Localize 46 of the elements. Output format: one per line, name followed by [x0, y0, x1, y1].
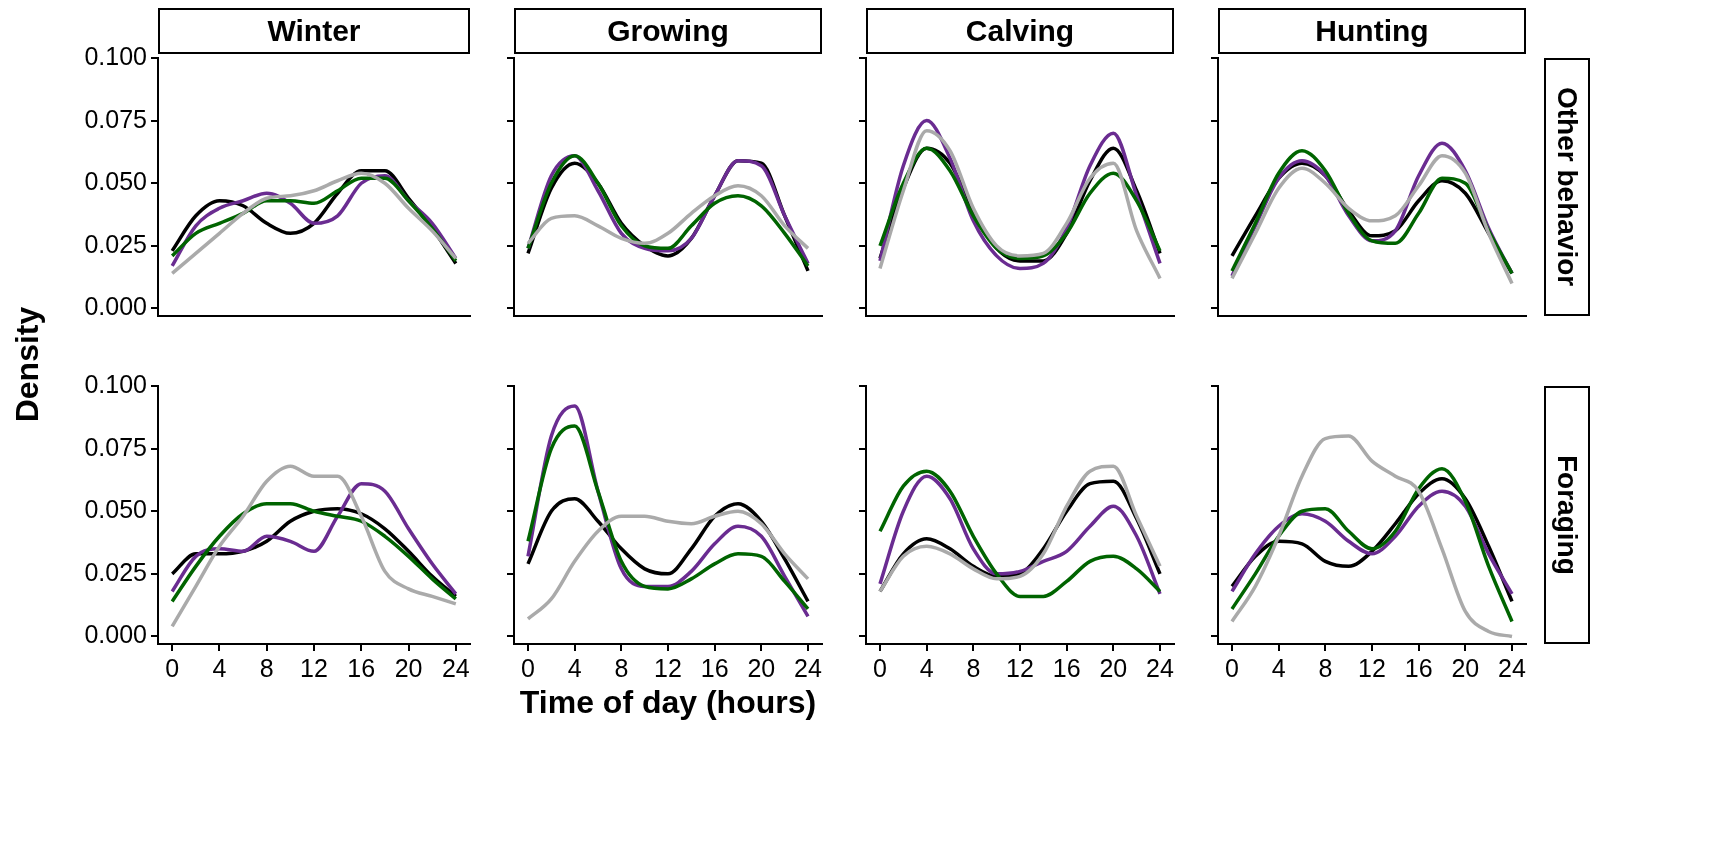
- x-tick-label: 24: [441, 653, 470, 682]
- text: Foraging: [1544, 386, 1590, 644]
- x-tick-label: 8: [614, 653, 629, 682]
- x-tick-label: 0: [1225, 653, 1239, 682]
- x-tick-label: 16: [1052, 653, 1081, 682]
- chart-title: Calving: [866, 8, 1174, 54]
- chart-title: Growing: [514, 8, 822, 54]
- x-tick-label: 0: [521, 653, 535, 682]
- y-tick-label: 0.050: [84, 167, 147, 196]
- chart-title: Winter: [158, 8, 470, 54]
- x-tick-label: 16: [1404, 653, 1433, 682]
- x-tick-label: 20: [747, 653, 776, 682]
- chart-title: Hunting: [1218, 8, 1526, 54]
- x-tick-label: 8: [1318, 653, 1333, 682]
- x-tick-label: 24: [1498, 653, 1526, 682]
- x-axis-title: Time of day (hours): [518, 684, 818, 721]
- y-tick-label: 0.025: [84, 229, 147, 258]
- y-tick-label: 0.000: [84, 620, 147, 649]
- x-tick-label: 20: [1099, 653, 1128, 682]
- y-tick-label: 0.100: [84, 369, 147, 398]
- y-tick-label: 0.075: [84, 432, 147, 461]
- x-tick-label: 8: [259, 653, 274, 682]
- x-tick-label: 16: [347, 653, 376, 682]
- x-tick-label: 0: [873, 653, 887, 682]
- x-tick-label: 0: [165, 653, 180, 682]
- x-tick-label: 4: [919, 653, 934, 682]
- x-tick-label: 12: [1006, 653, 1034, 682]
- x-tick-label: 4: [212, 653, 227, 682]
- text: Other behavior: [1544, 58, 1590, 316]
- y-tick-label: 0.000: [84, 292, 147, 321]
- y-tick-label: 0.050: [84, 495, 147, 524]
- y-tick-label: 0.025: [84, 557, 147, 586]
- x-tick-label: 12: [654, 653, 682, 682]
- x-tick-label: 4: [1271, 653, 1286, 682]
- x-tick-label: 12: [1358, 653, 1386, 682]
- x-tick-label: 12: [300, 653, 328, 682]
- x-tick-label: 8: [966, 653, 981, 682]
- x-tick-label: 20: [394, 653, 423, 682]
- y-tick-label: 0.075: [84, 104, 147, 133]
- x-tick-label: 4: [567, 653, 582, 682]
- y-axis-title: Density: [9, 306, 47, 423]
- x-tick-label: 24: [794, 653, 822, 682]
- y-tick-label: 0.100: [84, 41, 147, 70]
- x-tick-label: 24: [1146, 653, 1174, 682]
- x-tick-label: 20: [1451, 653, 1480, 682]
- x-tick-label: 16: [700, 653, 729, 682]
